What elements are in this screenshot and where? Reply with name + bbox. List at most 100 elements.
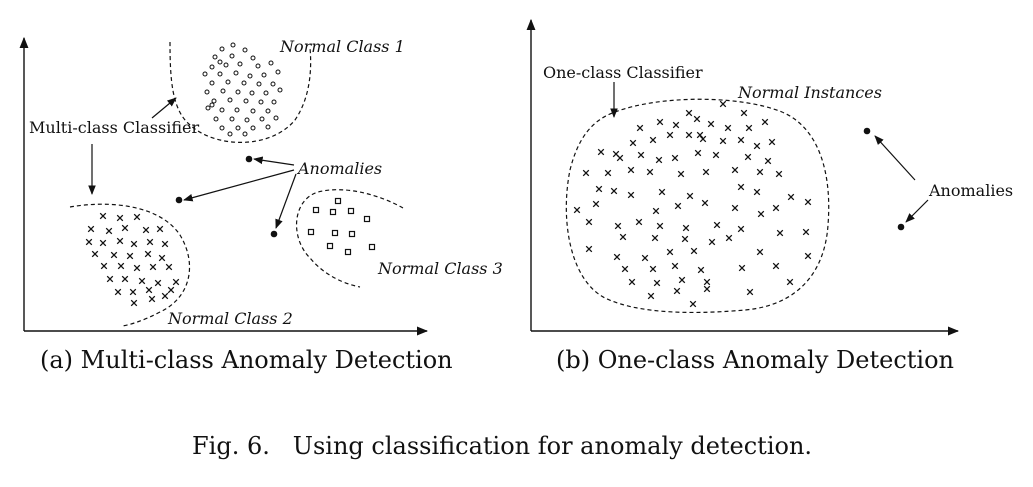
- normal-instance-point: [658, 188, 666, 196]
- normal-instance-point: [629, 139, 637, 147]
- normal-instance-point: [787, 193, 795, 201]
- panel-a: Normal Class 1 Anomalies Multi-class Cla…: [19, 36, 503, 374]
- anomaly-arrow: [253, 156, 295, 166]
- class1-point: [235, 125, 241, 131]
- normal-instance-point: [744, 153, 752, 161]
- class1-point: [263, 90, 269, 96]
- class1-point: [219, 125, 225, 131]
- normal-instance-point: [696, 131, 704, 139]
- figure-caption: Fig. 6. Using classification for anomaly…: [192, 432, 812, 460]
- normal-instance-point: [613, 253, 621, 261]
- normal-instance-point: [685, 109, 693, 117]
- normal-instance-point: [610, 187, 618, 195]
- class2-point: [130, 299, 138, 307]
- normal-instance-point: [768, 138, 776, 146]
- normal-instance-point: [647, 292, 655, 300]
- normal-instance-point: [756, 168, 764, 176]
- label-normal-class-1: Normal Class 1: [279, 37, 405, 56]
- normal-instance-point: [731, 166, 739, 174]
- normal-instance-point: [604, 169, 612, 177]
- class1-point: [270, 81, 276, 87]
- anomaly-point: [897, 223, 905, 231]
- class2-point: [85, 238, 93, 246]
- class2-point: [99, 212, 107, 220]
- class1-point: [219, 107, 225, 113]
- class1-point: [217, 71, 223, 77]
- class1-point: [225, 79, 231, 85]
- class1-point: [241, 80, 247, 86]
- normal-instance-point: [678, 276, 686, 284]
- normal-instance-point: [673, 287, 681, 295]
- class1-point: [243, 98, 249, 104]
- label-normal-instances: Normal Instances: [737, 83, 882, 102]
- class2-point: [110, 251, 118, 259]
- normal-instance-point: [761, 118, 769, 126]
- class1-point: [235, 89, 241, 95]
- class2-point: [172, 278, 180, 286]
- normal-instance-point: [746, 288, 754, 296]
- normal-instance-point: [737, 225, 745, 233]
- anomaly-point: [175, 196, 183, 204]
- class1-point: [220, 88, 226, 94]
- normal-instance-point: [597, 148, 605, 156]
- class3-point: [334, 197, 342, 205]
- class1-point: [275, 69, 281, 75]
- class1-point: [233, 70, 239, 76]
- anomaly-point: [270, 230, 278, 238]
- class2-point: [100, 262, 108, 270]
- class2-point: [158, 254, 166, 262]
- class1-point: [268, 60, 274, 66]
- normal-instance-point: [627, 166, 635, 174]
- panel-a-caption: (a) Multi-class Anomaly Detection: [40, 346, 453, 374]
- class1-point: [227, 97, 233, 103]
- class1-point: [234, 107, 240, 113]
- class2-point: [129, 288, 137, 296]
- normal-instance-point: [708, 238, 716, 246]
- class2-point: [165, 263, 173, 271]
- class3-point: [329, 208, 337, 216]
- normal-instance-point: [690, 247, 698, 255]
- normal-instance-point: [595, 185, 603, 193]
- normal-instance-point: [649, 265, 657, 273]
- class2-point: [105, 227, 113, 235]
- class1-point: [204, 89, 210, 95]
- class1-boundary: [169, 41, 312, 143]
- class2-point: [161, 292, 169, 300]
- normal-instance-point: [725, 234, 733, 242]
- normal-instance-point: [699, 135, 707, 143]
- normal-instance-point: [649, 136, 657, 144]
- normal-instance-point: [804, 252, 812, 260]
- normal-instance-points: [573, 100, 812, 308]
- normal-instance-point: [681, 235, 689, 243]
- class1-point: [255, 63, 261, 69]
- class1-point: [230, 42, 236, 48]
- normal-instance-point: [740, 109, 748, 117]
- normal-instance-point: [666, 131, 674, 139]
- class2-points: [85, 212, 180, 307]
- normal-instance-point: [651, 234, 659, 242]
- anomaly-point: [245, 155, 253, 163]
- class2-point: [154, 279, 162, 287]
- class2-point: [130, 240, 138, 248]
- class1-point: [229, 116, 235, 122]
- class2-point: [148, 295, 156, 303]
- class1-point: [250, 125, 256, 131]
- class2-boundary: [69, 203, 191, 327]
- normal-instance-point: [646, 168, 654, 176]
- normal-instance-point: [666, 248, 674, 256]
- normal-instance-point: [707, 120, 715, 128]
- class2-point: [117, 262, 125, 270]
- label-one-class-classifier: One-class Classifier: [543, 63, 703, 82]
- normal-instance-point: [772, 204, 780, 212]
- normal-instances-boundary: [565, 98, 830, 314]
- normal-instance-point: [585, 245, 593, 253]
- normal-instance-point: [685, 131, 693, 139]
- normal-instance-point: [702, 168, 710, 176]
- class1-point: [259, 116, 265, 122]
- normal-instance-point: [674, 202, 682, 210]
- class2-point: [116, 214, 124, 222]
- class1-point: [250, 108, 256, 114]
- class2-point: [121, 224, 129, 232]
- class1-point: [209, 64, 215, 70]
- class2-point: [133, 264, 141, 272]
